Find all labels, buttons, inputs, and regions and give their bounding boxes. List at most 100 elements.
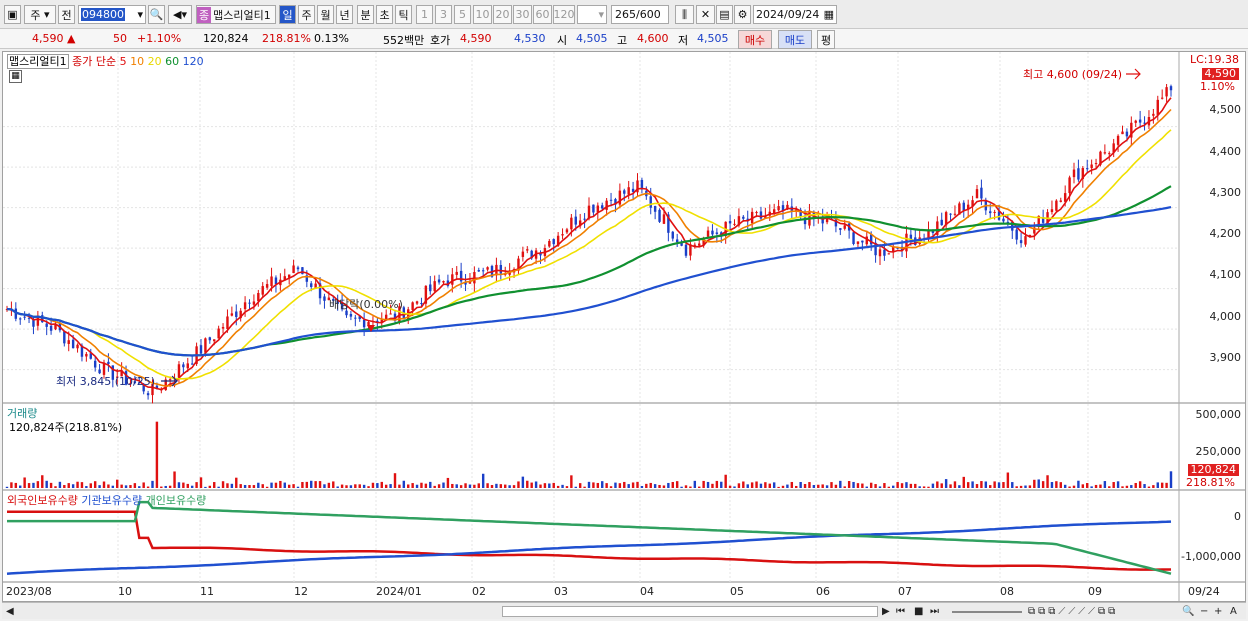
candle-body	[67, 340, 70, 344]
crosshair-icon[interactable]: ✕	[696, 5, 715, 24]
volume-bar	[512, 485, 516, 488]
volume-bar	[552, 482, 555, 488]
interval-1-button[interactable]: 1	[416, 5, 433, 24]
volume-bar	[265, 486, 269, 488]
date-input[interactable]: 2024/09/24 ▦	[753, 5, 837, 24]
chevron-down-icon[interactable]: ▾	[137, 8, 143, 21]
candle-body	[332, 299, 335, 301]
candle-body	[561, 234, 564, 236]
plus-icon[interactable]: +	[1214, 606, 1223, 617]
calendar-icon[interactable]: ▦	[823, 8, 834, 21]
font-icon[interactable]: A	[1230, 606, 1237, 617]
volume-bar	[164, 485, 167, 488]
candle-body	[354, 317, 357, 319]
period-day-button[interactable]: 일	[279, 5, 296, 24]
scroll-right-icon[interactable]: ▶	[882, 606, 890, 617]
scroll-thumb[interactable]	[502, 606, 878, 617]
volume-bar	[755, 481, 758, 488]
minus-icon[interactable]: −	[1200, 606, 1209, 617]
individual-holding-line	[7, 500, 1172, 575]
speaker-icon[interactable]: ◀▾	[168, 5, 192, 24]
prev-button[interactable]: 전	[58, 5, 75, 24]
candle-body	[936, 221, 939, 235]
volume-bar	[239, 484, 242, 488]
legend-institution: 기관보유수량	[81, 494, 143, 507]
volume-bar	[618, 483, 622, 488]
volume-ratio: 218.81%	[262, 32, 311, 45]
candle-body	[1055, 200, 1058, 211]
chart-svg[interactable]	[3, 52, 1245, 601]
save-icon[interactable]: ▤	[716, 5, 733, 24]
count-input[interactable]: 265/600	[611, 5, 669, 24]
chevron-down-icon[interactable]: ▾	[598, 8, 604, 21]
volume-bar	[614, 482, 617, 488]
volume-bar	[918, 486, 921, 488]
candle-body	[301, 267, 304, 275]
bid-label: 호가	[430, 34, 451, 47]
period-minute-button[interactable]: 분	[357, 5, 374, 24]
volume-bar	[1156, 482, 1159, 488]
volume-ratio-badge: 218.81%	[1186, 476, 1235, 489]
interval-5-button[interactable]: 5	[454, 5, 471, 24]
candle-body	[693, 244, 697, 246]
first-page-icon[interactable]: ⏮	[896, 606, 905, 617]
search-icon[interactable]: 🔍	[148, 5, 165, 24]
period-type-select[interactable]: 주 ▾	[24, 5, 56, 24]
period-second-button[interactable]: 초	[376, 5, 393, 24]
volume-bar	[14, 482, 18, 488]
candle-body	[208, 337, 212, 341]
candle-body	[451, 274, 454, 285]
interval-10-button[interactable]: 10	[473, 5, 492, 24]
volume-bar	[257, 482, 260, 488]
grid-icon[interactable]: ▦	[9, 70, 22, 83]
volume-bar	[138, 486, 141, 488]
gear-icon[interactable]: ⚙	[734, 5, 751, 24]
candle-body	[649, 196, 652, 208]
period-tick-button[interactable]: 틱	[395, 5, 412, 24]
candle-body	[1050, 209, 1054, 213]
custom-interval-select[interactable]: ▾	[577, 5, 607, 24]
candle-body	[1134, 120, 1137, 123]
interval-60-button[interactable]: 60	[533, 5, 552, 24]
candle-body	[764, 216, 767, 219]
interval-120-button[interactable]: 120	[553, 5, 575, 24]
volume-bar	[182, 482, 185, 488]
volume-bar	[997, 482, 1001, 488]
period-week-button[interactable]: 주	[298, 5, 315, 24]
period-year-button[interactable]: 년	[336, 5, 353, 24]
stock-code-input[interactable]: 094800 ▾	[78, 5, 146, 24]
candle-body	[1077, 168, 1080, 180]
volume-bar	[578, 483, 582, 488]
candle-body	[415, 301, 419, 304]
candle-icon[interactable]: ⫼	[675, 5, 694, 24]
candle-body	[1041, 217, 1045, 223]
scroll-left-icon[interactable]: ◀	[6, 606, 14, 617]
avg-button[interactable]: 평	[817, 30, 835, 49]
candle-body	[235, 311, 238, 317]
last-page-icon[interactable]: ⏭	[930, 606, 939, 617]
window-icon[interactable]: ▣	[4, 5, 21, 24]
volume-bar	[54, 486, 57, 488]
interval-20-button[interactable]: 20	[493, 5, 512, 24]
zoom-slider[interactable]	[952, 611, 1022, 613]
candle-body	[781, 205, 785, 211]
candle-body	[583, 218, 586, 220]
scroll-bar[interactable]: ◀ ▶ ⏮ ■ ⏭ ⧉⧉⧉⟋⟋⟋⟋⧉⧉ 🔍 − + A	[2, 602, 1246, 619]
buy-button[interactable]: 매수	[738, 30, 772, 49]
interval-30-button[interactable]: 30	[513, 5, 532, 24]
candle-body	[795, 209, 798, 211]
volume-bar	[958, 485, 961, 488]
sell-button[interactable]: 매도	[778, 30, 812, 49]
candle-body	[618, 190, 622, 205]
chart-area[interactable]: 맵스리얼티1 종가 단순 5 10 20 60 120 ▦ LC:19.38 4…	[2, 51, 1246, 602]
candle-body	[869, 234, 873, 245]
candle-body	[261, 286, 264, 295]
volume-bar	[534, 481, 538, 488]
drawing-tools-icon[interactable]: ⧉⧉⧉⟋⟋⟋⟋⧉⧉	[1028, 606, 1119, 617]
zoom-icon[interactable]: 🔍	[1182, 606, 1195, 617]
period-month-button[interactable]: 월	[317, 5, 334, 24]
candle-body	[349, 313, 353, 317]
interval-3-button[interactable]: 3	[435, 5, 452, 24]
volume-bar	[160, 486, 163, 488]
stop-icon[interactable]: ■	[914, 606, 924, 617]
